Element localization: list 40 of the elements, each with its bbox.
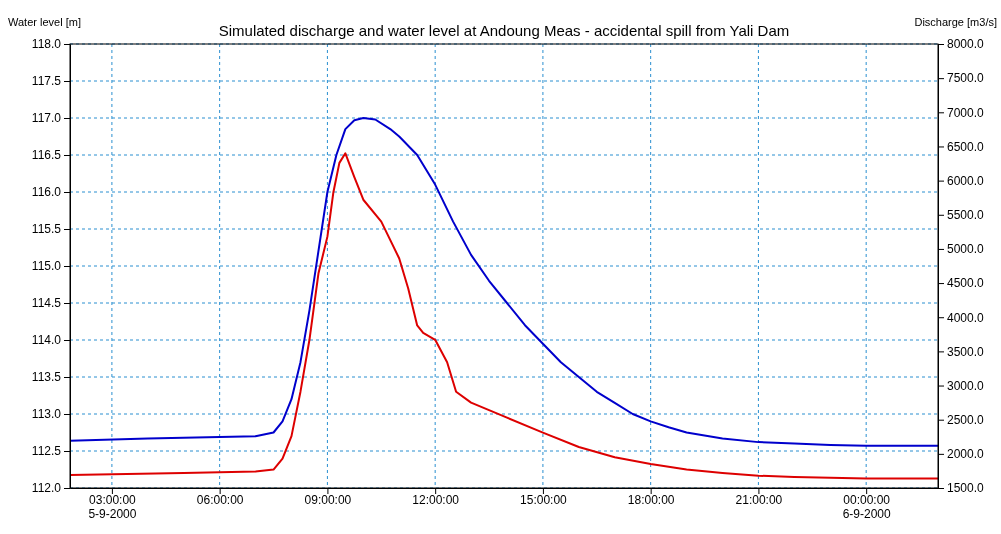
y2-tick-label: 4500.0 [947,276,985,291]
y2-tick-label: 3000.0 [947,378,985,393]
y-tick-label: 116.0 [31,185,62,200]
x-tick-label: 03:00:00 5-9-2000 [88,493,137,522]
y2-tick-label: 1500.0 [947,481,985,496]
x-tick-label: 15:00:00 [520,493,568,507]
y2-tick-label: 2000.0 [947,447,985,462]
y2-axis-title: Discharge [m3/s] [914,16,997,28]
y-tick-label: 118.0 [31,37,62,52]
x-tick-label: 18:00:00 [627,493,675,507]
x-tick-label: 00:00:00 6-9-2000 [842,493,891,522]
y2-tick-label: 5000.0 [947,242,985,257]
x-tick-label: 21:00:00 [735,493,783,507]
chart-title: Simulated discharge and water level at Andoung Meas - accidental spill from Yali Dam [218,22,790,39]
y2-tick-label: 6500.0 [947,139,985,154]
y-tick-label: 113.0 [31,407,62,422]
y2-tick-label: 7000.0 [947,105,985,120]
y-tick-label: 116.5 [31,148,62,163]
y2-tick-label: 5500.0 [947,208,985,223]
y2-tick-label: 2500.0 [947,413,985,428]
y-axis-title: Water level [m] [8,16,81,28]
y-tick-label: 113.5 [31,370,62,385]
x-tick-label: 06:00:00 [196,493,244,507]
y-tick-label: 115.5 [31,222,62,237]
y-tick-label: 112.0 [31,481,62,496]
y-tick-label: 114.5 [31,296,62,311]
y2-tick-label: 6000.0 [947,173,985,188]
x-tick-label: 12:00:00 [412,493,460,507]
y-tick-label: 115.0 [31,259,62,274]
y2-tick-label: 3500.0 [947,344,985,359]
y-tick-label: 112.5 [31,444,62,459]
y-tick-label: 117.0 [31,111,62,126]
y-tick-label: 117.5 [31,74,62,89]
line-series [69,117,939,447]
x-tick-label: 09:00:00 [304,493,352,507]
y2-tick-label: 7500.0 [947,71,985,86]
y-tick-label: 114.0 [31,333,62,348]
y2-tick-label: 8000.0 [947,37,985,52]
y2-tick-label: 4000.0 [947,310,985,325]
line-series [69,152,939,480]
